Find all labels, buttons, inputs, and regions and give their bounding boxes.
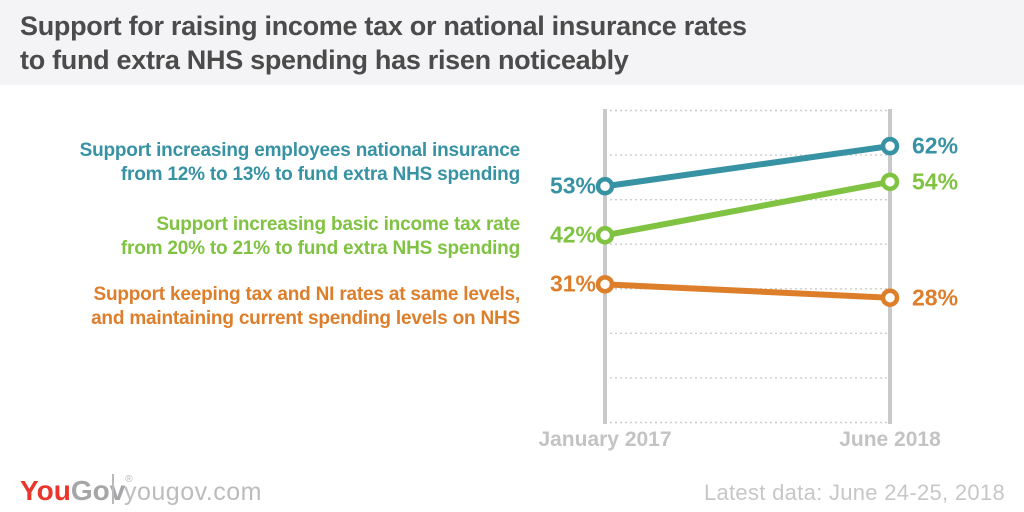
chart-title: Support for raising income tax or nation… [20,9,747,77]
line-increase-income-tax [602,178,893,239]
line-keep-rates-same [602,281,893,301]
point-increase-income-tax-end [880,172,900,192]
title-banner: Support for raising income tax or nation… [0,0,1024,85]
logo-you-text: You [20,475,71,506]
logo-gov-text: Gov [70,475,126,506]
registered-mark-icon: ® [125,474,133,485]
point-keep-rates-same-end [880,288,900,307]
chart-title-line-2: to fund extra NHS spending has risen not… [20,45,629,75]
point-increase-national-insurance-end [880,136,900,156]
logo-divider [112,474,114,504]
point-keep-rates-same-start [595,275,615,294]
point-increase-national-insurance-start [595,177,615,196]
line-increase-national-insurance [602,143,893,190]
website-url: yougov.com [124,478,262,506]
chart-title-line-1: Support for raising income tax or nation… [20,11,747,41]
footer: YouGov® yougov.com Latest data: June 24-… [0,470,1024,512]
yougov-logo: YouGov® [20,474,133,507]
point-increase-income-tax-start [595,226,615,245]
latest-data-note: Latest data: June 24-25, 2018 [703,480,1005,505]
